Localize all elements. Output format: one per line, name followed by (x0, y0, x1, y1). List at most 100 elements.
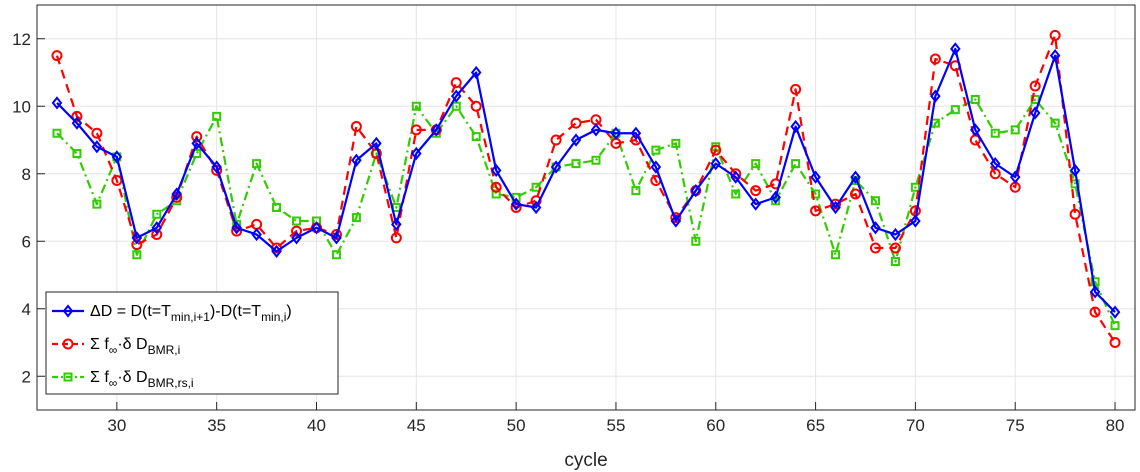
data-point (650, 160, 662, 174)
data-point (1089, 285, 1101, 299)
y-tick-label: 2 (22, 367, 31, 386)
data-point (670, 214, 682, 228)
legend-label: Σ f∞·δ DBMR,i (90, 336, 180, 357)
legend-label: ΔD = D(t=Tmin,i+1)-D(t=Tmin,i) (90, 303, 292, 324)
data-point (411, 101, 421, 111)
data-point (990, 128, 1000, 138)
data-point (510, 197, 522, 211)
data-point (470, 100, 482, 112)
data-point (191, 136, 202, 150)
legend-entry: ΔD = D(t=Tmin,i+1)-D(t=Tmin,i) (52, 303, 292, 324)
data-point (252, 159, 262, 169)
data-point (91, 127, 103, 139)
legend-marker (62, 304, 74, 318)
data-point (1109, 305, 1121, 319)
data-point (810, 205, 822, 217)
data-point (371, 136, 382, 150)
y-tick-label: 10 (12, 97, 31, 116)
data-point (791, 159, 801, 169)
data-point (730, 170, 742, 184)
data-point (750, 185, 762, 197)
data-point (1029, 106, 1041, 120)
data-point (430, 123, 442, 137)
data-point (111, 150, 123, 164)
data-point (191, 131, 203, 143)
data-point (132, 250, 142, 260)
data-point (311, 221, 322, 235)
data-point (671, 138, 681, 148)
data-point (1049, 29, 1061, 41)
data-point (869, 242, 881, 254)
data-point (491, 189, 501, 199)
data-point (790, 119, 801, 134)
data-point (530, 200, 542, 215)
data-point (51, 96, 63, 110)
data-point (950, 42, 961, 56)
data-point (151, 229, 163, 240)
x-axis-ticks: 30 35 40 45 50 55 60 65 70 75 80 (107, 402, 1124, 435)
x-tick-label: 45 (407, 416, 426, 435)
data-point (1029, 80, 1041, 92)
data-point (570, 117, 582, 129)
data-point (450, 77, 462, 89)
data-point (890, 257, 900, 266)
grid (37, 5, 1135, 410)
x-tick-label: 70 (906, 416, 925, 435)
x-tick-label: 50 (507, 416, 526, 435)
legend-entry: Σ f∞·δ DBMR,rs,i (52, 369, 194, 390)
series-line (56, 47, 1116, 313)
data-point (1110, 321, 1120, 331)
data-point (171, 187, 183, 201)
data-point (152, 209, 162, 219)
data-point (750, 197, 761, 211)
y-tick-label: 12 (12, 30, 31, 49)
data-point (731, 189, 741, 199)
x-tick-label: 30 (107, 416, 126, 435)
data-point (1069, 163, 1081, 177)
data-point (451, 101, 461, 111)
data-point (571, 159, 581, 169)
legend-marker (63, 372, 73, 382)
series-group (51, 29, 1121, 348)
series-1 (51, 42, 1121, 319)
data-point (631, 186, 641, 196)
x-tick-label: 40 (307, 416, 326, 435)
data-point (211, 160, 222, 174)
x-tick-label: 60 (706, 416, 725, 435)
data-point (890, 227, 901, 242)
data-point (710, 144, 722, 156)
data-point (970, 95, 980, 104)
data-point (291, 225, 303, 237)
data-point (251, 227, 262, 242)
data-point (790, 83, 802, 95)
legend-label: Σ f∞·δ DBMR,rs,i (90, 369, 194, 390)
x-tick-label: 65 (806, 416, 825, 435)
data-point (470, 65, 482, 80)
data-point (810, 170, 821, 184)
legend: ΔD = D(t=Tmin,i+1)-D(t=Tmin,i) Σ f∞·δ DBM… (45, 291, 339, 395)
data-point (929, 53, 941, 65)
data-point (850, 188, 862, 200)
x-tick-label: 75 (1006, 416, 1025, 435)
data-point (411, 146, 422, 161)
data-point (52, 128, 62, 138)
data-point (830, 198, 842, 210)
data-point (770, 190, 781, 204)
legend-box (45, 291, 339, 395)
series-line (56, 98, 1117, 327)
data-point (850, 170, 861, 184)
data-point (751, 159, 761, 169)
data-point (271, 244, 282, 258)
data-point (710, 157, 722, 171)
data-point (670, 212, 682, 224)
data-point (331, 231, 342, 245)
data-point (131, 231, 143, 245)
y-tick-label: 4 (22, 300, 31, 319)
data-point (471, 132, 481, 142)
x-tick-label: 55 (606, 416, 625, 435)
plot-frame (36, 4, 1136, 411)
data-point (1069, 208, 1081, 220)
data-point (610, 126, 622, 140)
data-point (651, 145, 661, 155)
data-point (930, 89, 941, 103)
